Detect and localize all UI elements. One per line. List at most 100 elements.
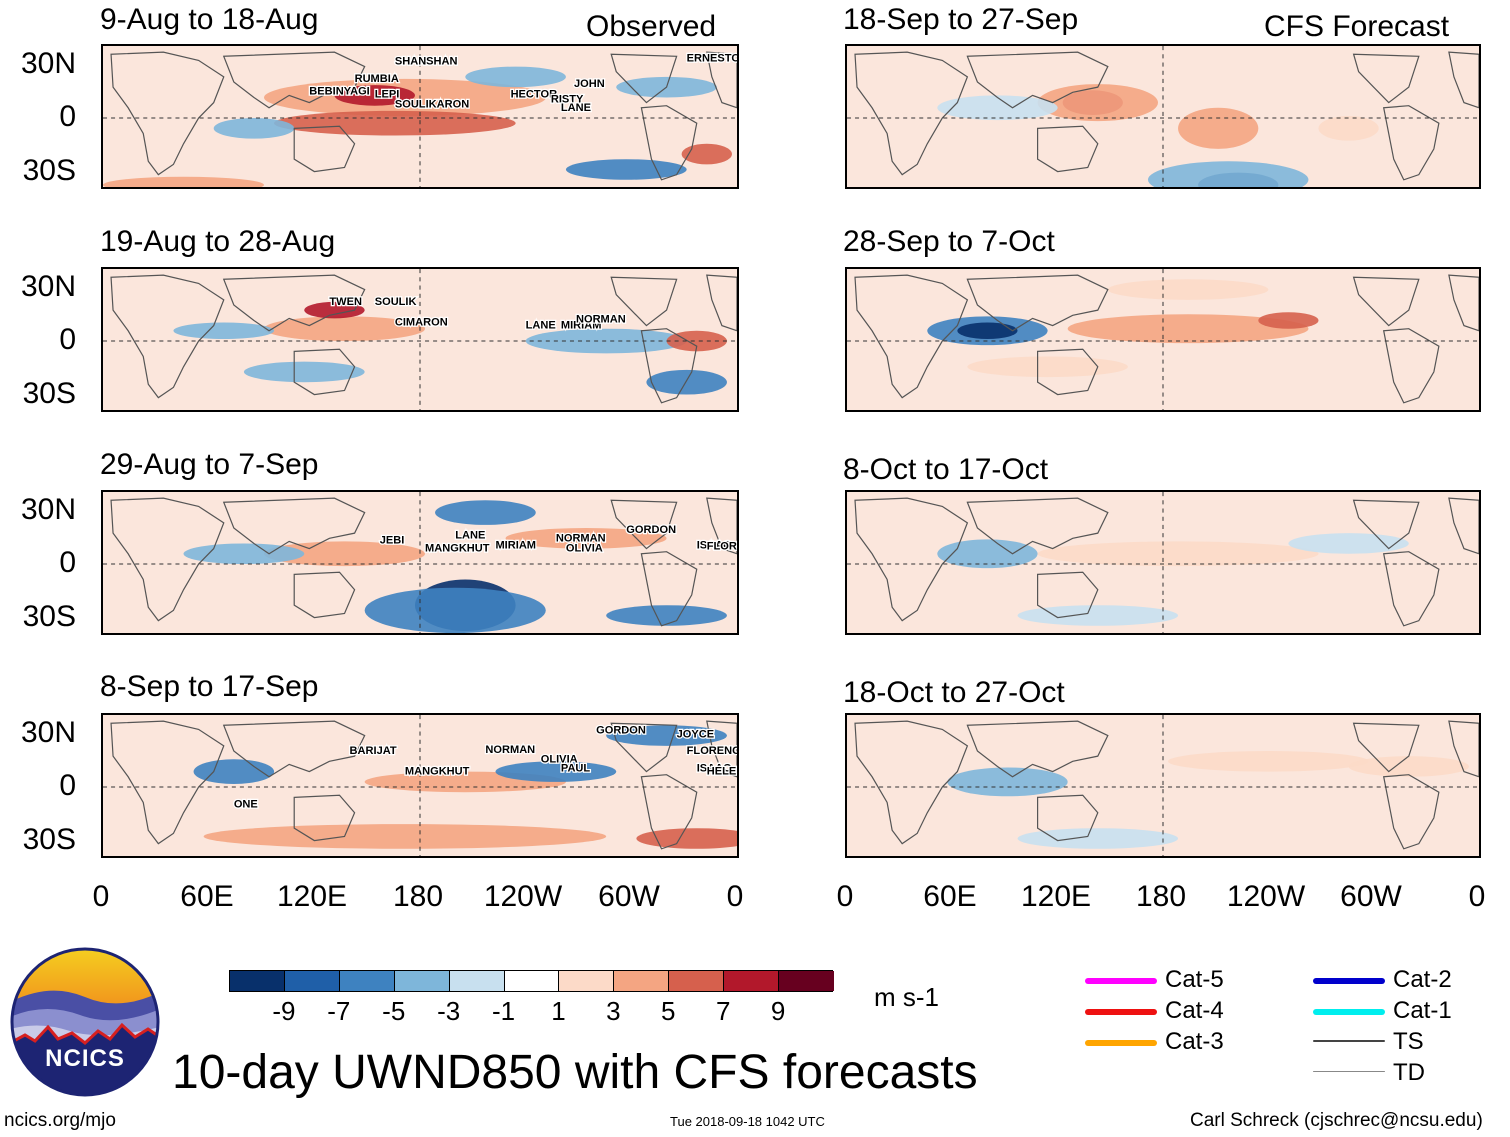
site-link[interactable]: ncics.org/mjo <box>4 1110 116 1131</box>
panel-title-obs-2: 19-Aug to 28-Aug <box>100 225 336 258</box>
storm-label: SOULIK <box>375 296 417 308</box>
coastline <box>706 720 737 778</box>
colorbar-tick-label: -9 <box>272 996 296 1026</box>
storm-label: GORDON <box>596 724 646 736</box>
storm-label: HECTOR <box>511 88 558 100</box>
storm-label: MANGKHUT <box>405 766 470 778</box>
colorbar-swatch <box>504 971 560 991</box>
colorbar-swatch <box>559 971 615 991</box>
field-background <box>847 46 1479 187</box>
colorbar-swatch <box>284 971 340 991</box>
coastline <box>1448 274 1479 332</box>
coastline <box>1037 571 1099 619</box>
coastline <box>640 105 698 181</box>
anomaly-region <box>1318 115 1379 141</box>
coastline <box>1352 722 1420 773</box>
storm-label: ISAAC <box>697 540 731 552</box>
coastline <box>1382 105 1440 181</box>
lat-tick-label: 0 <box>59 323 76 356</box>
lon-tick-label: 60E <box>923 880 977 913</box>
coastline <box>110 497 225 622</box>
panel-title-obs-1: 9-Aug to 18-Aug <box>100 3 319 36</box>
lat-tick-label: 0 <box>59 546 76 579</box>
map-panel-obs-1: SHANSHAN RUMBIA BEBINYAGI LEPI SOULIKARON HEC… <box>101 44 739 189</box>
legend-label-cat-1: Cat-1 <box>1393 997 1452 1024</box>
storm-label: NORMAN <box>556 532 606 544</box>
forecast-panel-2-field <box>847 269 1479 410</box>
storm-label: LANE <box>455 529 486 541</box>
storm-label: NORMAN <box>576 313 626 325</box>
anomaly-region <box>264 316 426 342</box>
units-label: m s-1 <box>874 982 939 1012</box>
ncics-logo: NCICS <box>10 947 160 1097</box>
coastline <box>966 720 1109 778</box>
anomaly-region <box>1178 107 1259 149</box>
anomaly-region <box>495 761 617 782</box>
anomaly-region <box>1288 533 1409 554</box>
anomaly-region <box>636 828 737 849</box>
anomaly-region <box>1258 312 1319 329</box>
storm-label: GORDON <box>626 524 676 536</box>
anomaly-region <box>435 500 536 525</box>
forecast-label: CFS Forecast <box>1264 10 1450 43</box>
lon-tick-label: 0 <box>726 880 744 913</box>
lon-tick-label: 60W <box>598 880 660 913</box>
storm-label: SOULIKARON <box>395 99 469 111</box>
coastline <box>222 51 366 109</box>
coastline <box>1382 551 1440 627</box>
storm-label: LEPI <box>375 88 400 100</box>
coastline <box>640 328 698 404</box>
map-panel-fc-3 <box>845 490 1481 635</box>
colorbar-tick-label: -3 <box>437 996 461 1026</box>
colorbar-swatch <box>339 971 395 991</box>
anomaly-region <box>606 725 727 746</box>
coastline <box>1448 497 1479 555</box>
storm-label: NORMAN <box>485 744 535 756</box>
credit: Carl Schreck (cjschrec@ncsu.edu) <box>1190 1110 1483 1131</box>
storm-label: BARIJAT <box>350 745 397 757</box>
lat-tick-label: 30N <box>20 493 76 526</box>
legend-line-td <box>1313 1071 1385 1072</box>
colorbar-swatch <box>669 971 725 991</box>
storm-label: JEBI <box>380 534 405 546</box>
storm-label: MIRIAM <box>495 540 536 552</box>
coastline <box>966 51 1109 109</box>
coastline <box>110 720 225 845</box>
map-panel-obs-4: BARIJAT MANGKHUT NORMAN OLIVIA PAUL GORDON JOY… <box>101 713 739 858</box>
forecast-panel-1-field <box>847 46 1479 187</box>
legend-label-td: TD <box>1393 1059 1425 1086</box>
anomaly-region <box>1017 828 1179 849</box>
lat-tick-label: 30N <box>20 716 76 749</box>
coastline <box>1037 348 1099 396</box>
storm-label: ISAAC <box>697 763 731 775</box>
anomaly-region <box>173 322 275 339</box>
timestamp: Tue 2018-09-18 1042 UTC <box>670 1114 825 1129</box>
lat-tick-label: 30N <box>20 47 76 80</box>
panel-title-obs-4: 8-Sep to 17-Sep <box>100 670 319 703</box>
anomaly-region <box>364 587 546 633</box>
colorbar <box>229 970 834 992</box>
anomaly-region <box>1037 541 1319 567</box>
map-panel-fc-1 <box>845 44 1481 189</box>
map-panel-fc-2 <box>845 267 1481 412</box>
legend-line-cat-3 <box>1085 1040 1157 1046</box>
map-panel-obs-3: JEBI MANGKHUT LANE MIRIAM OLIVIA NORMAN GORDON… <box>101 490 739 635</box>
anomaly-region <box>213 118 295 139</box>
coastline <box>222 720 366 778</box>
lat-tick-label: 0 <box>59 100 76 133</box>
storm-label: FLORENCE <box>707 541 737 553</box>
coastline <box>1037 125 1099 173</box>
coastline <box>640 774 698 850</box>
coastline <box>966 274 1109 332</box>
lon-tick-label: 120E <box>1020 880 1092 913</box>
legend-label-cat-5: Cat-5 <box>1165 966 1224 993</box>
coastline <box>854 720 969 845</box>
storm-label: TWEN <box>329 296 362 308</box>
coastline <box>854 274 969 399</box>
panel-title-fc-2: 28-Sep to 7-Oct <box>843 225 1055 258</box>
colorbar-swatch <box>394 971 450 991</box>
anomaly-region <box>1017 605 1179 626</box>
coastline <box>610 499 678 550</box>
coastline <box>966 497 1109 555</box>
